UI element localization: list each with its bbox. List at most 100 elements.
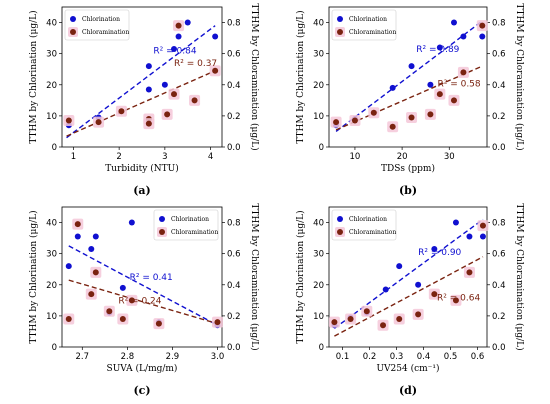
- panel-label: (b): [399, 184, 417, 197]
- legend-marker: [159, 216, 165, 222]
- y-right-tick-label: 0.4: [227, 281, 241, 291]
- chart-panel-c: 2.7 2.8 2.9 3.0 0 10 20 30 40 0.0 0.2 0.4 0.6 0.8 SUVA…: [28, 203, 260, 397]
- data-point: [415, 311, 422, 318]
- x-tick-label: 0.4: [417, 352, 431, 362]
- legend-label: Chlorination: [82, 16, 120, 23]
- x-tick-label: 4: [208, 152, 213, 162]
- x-tick-label: 0.6: [471, 352, 485, 362]
- data-point: [175, 33, 182, 40]
- data-point: [92, 269, 99, 276]
- legend-marker: [70, 29, 76, 35]
- legend-label: Chloramination: [349, 29, 396, 36]
- data-point: [171, 46, 177, 52]
- y-left-tick-label: 30: [46, 250, 57, 260]
- y-right-tick-label: 0.0: [492, 143, 506, 153]
- data-point: [450, 19, 457, 26]
- legend-label: Chloramination: [171, 229, 218, 236]
- x-axis-title: SUVA (L/mg/m): [107, 363, 178, 374]
- data-point: [65, 117, 72, 124]
- data-point: [452, 297, 459, 304]
- legend-marker: [337, 216, 343, 222]
- data-point: [436, 91, 443, 98]
- y-right-tick-label: 0.4: [227, 81, 241, 91]
- r-squared-label: R² = 0.58: [437, 79, 480, 89]
- data-point: [191, 97, 198, 104]
- chloramination-series: R² = 0.37: [63, 20, 221, 137]
- data-point: [214, 319, 221, 326]
- x-tick-label: 1: [71, 152, 76, 162]
- y-right-tick-label: 0.6: [492, 250, 506, 260]
- data-point: [119, 316, 126, 322]
- r-squared-label: R² = 0.37: [174, 59, 217, 69]
- y-left-tick-label: 20: [46, 281, 57, 291]
- data-point: [145, 120, 152, 127]
- chart-panel-d: 0.1 0.2 0.3 0.4 0.5 0.6 0 10 20 30 40 0.0 0.2 0.4 0.6 0…: [295, 203, 525, 397]
- y-right-axis-title: TTHM by Chloramination (μg/L): [514, 3, 525, 150]
- data-point: [155, 320, 162, 327]
- x-tick-label: 30: [444, 152, 455, 162]
- r-squared-label: R² = 0.64: [437, 293, 480, 303]
- chloramination-series: R² = 0.64: [328, 220, 489, 337]
- data-point: [212, 67, 219, 74]
- y-right-axis-title: TTHM by Chloramination (μg/L): [514, 203, 525, 350]
- data-point: [333, 119, 340, 126]
- data-point: [175, 22, 182, 29]
- data-point: [171, 91, 177, 98]
- y-right-tick-label: 0.8: [492, 219, 506, 229]
- data-point: [74, 221, 81, 228]
- r-squared-label: R² = 0.41: [130, 273, 173, 283]
- y-left-axis-title: TTHM by Chlorination (μg/L): [28, 210, 39, 343]
- legend-label: Chlorination: [349, 16, 387, 23]
- data-point: [145, 63, 152, 70]
- trend-line: [335, 65, 483, 131]
- r-squared-label: R² = 0.84: [153, 47, 196, 57]
- data-point: [74, 233, 81, 240]
- data-point: [427, 111, 434, 118]
- y-right-tick-label: 0.2: [492, 312, 506, 322]
- plot-frame: [328, 6, 488, 148]
- y-left-tick-label: 20: [313, 281, 324, 291]
- y-left-tick-label: 0: [319, 343, 324, 353]
- data-point: [466, 233, 473, 240]
- trend-line: [68, 245, 218, 326]
- legend: Chlorination Chloramination: [331, 209, 396, 241]
- y-left-tick-label: 0: [319, 143, 324, 153]
- data-point: [184, 19, 191, 26]
- y-right-tick-label: 0.0: [227, 343, 241, 353]
- x-tick-label: 3.0: [211, 352, 225, 362]
- data-point: [479, 233, 486, 240]
- data-point: [145, 86, 152, 93]
- data-point: [347, 316, 354, 322]
- legend-label: Chloramination: [82, 29, 129, 36]
- y-left-tick-label: 10: [313, 312, 324, 322]
- chloramination-series: R² = 0.58: [330, 20, 488, 133]
- y-right-tick-label: 0.8: [227, 219, 241, 229]
- x-tick-label: 0.5: [444, 352, 458, 362]
- y-left-tick-label: 40: [313, 219, 324, 229]
- plot-frame: [61, 6, 223, 148]
- y-right-tick-label: 0.8: [227, 19, 241, 29]
- x-axis-title: TDSs (ppm): [381, 163, 435, 174]
- data-point: [389, 123, 396, 130]
- y-left-tick-label: 30: [313, 50, 324, 60]
- y-right-tick-label: 0.2: [227, 312, 241, 322]
- data-point: [450, 97, 457, 104]
- y-right-tick-label: 0.2: [227, 112, 241, 122]
- x-axis-title: UV254 (cm⁻¹): [376, 363, 439, 374]
- y-left-tick-label: 20: [46, 81, 57, 91]
- y-left-tick-label: 10: [313, 112, 324, 122]
- y-left-tick-label: 40: [46, 219, 57, 229]
- x-tick-label: 2.7: [76, 352, 90, 362]
- data-point: [479, 222, 486, 229]
- legend-box: [153, 209, 219, 241]
- data-point: [161, 81, 168, 88]
- data-point: [212, 33, 219, 40]
- trend-line: [66, 70, 216, 137]
- data-point: [351, 117, 358, 124]
- y-left-tick-label: 30: [46, 50, 57, 60]
- x-tick-label: 0.1: [336, 352, 350, 362]
- y-left-axis-title: TTHM by Chlorination (μg/L): [295, 10, 306, 143]
- r-squared-label: R² = 0.90: [418, 248, 461, 258]
- data-point: [436, 44, 443, 51]
